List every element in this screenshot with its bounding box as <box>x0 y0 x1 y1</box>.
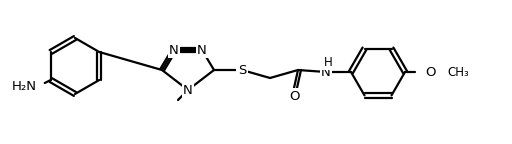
Text: H: H <box>324 55 332 69</box>
Text: O: O <box>290 90 300 103</box>
Text: N: N <box>169 43 179 56</box>
Text: O: O <box>426 66 436 78</box>
Text: N: N <box>321 66 331 78</box>
Text: N: N <box>197 43 207 56</box>
Text: CH₃: CH₃ <box>447 66 469 78</box>
Text: H₂N: H₂N <box>12 79 37 92</box>
Text: N: N <box>183 84 193 96</box>
Text: H: H <box>324 55 332 69</box>
Text: S: S <box>238 64 246 76</box>
